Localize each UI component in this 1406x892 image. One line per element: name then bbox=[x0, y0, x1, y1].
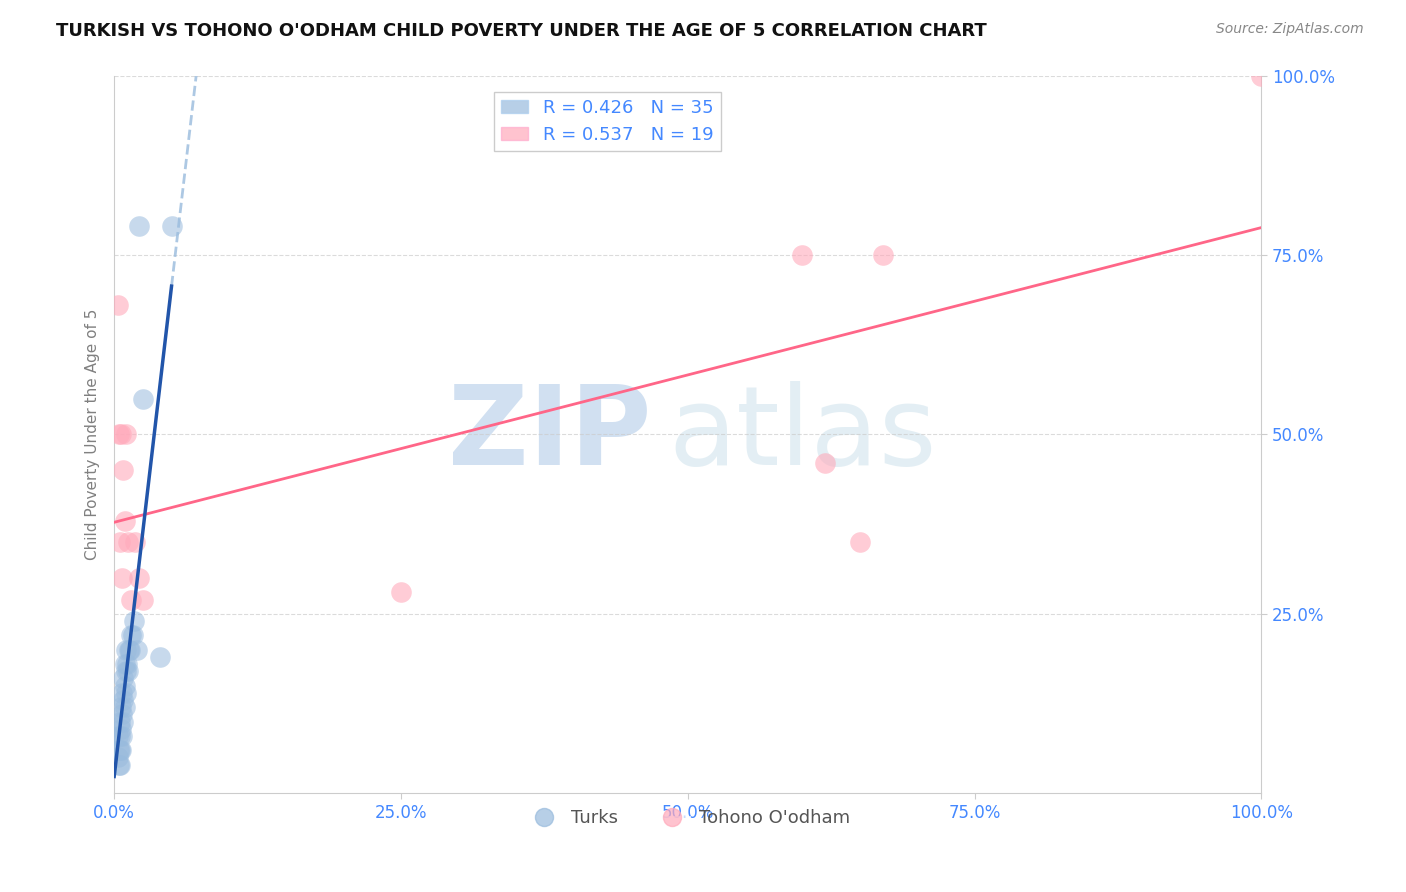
Text: atlas: atlas bbox=[668, 381, 936, 488]
Point bbox=[114, 700, 136, 714]
Point bbox=[117, 535, 139, 549]
Point bbox=[132, 592, 155, 607]
Point bbox=[160, 219, 183, 234]
Point bbox=[111, 707, 134, 722]
Point bbox=[108, 729, 131, 743]
Text: ZIP: ZIP bbox=[449, 381, 652, 488]
Point bbox=[118, 642, 141, 657]
Point bbox=[112, 714, 135, 729]
Text: Source: ZipAtlas.com: Source: ZipAtlas.com bbox=[1216, 22, 1364, 37]
Text: TURKISH VS TOHONO O'ODHAM CHILD POVERTY UNDER THE AGE OF 5 CORRELATION CHART: TURKISH VS TOHONO O'ODHAM CHILD POVERTY … bbox=[56, 22, 987, 40]
Point bbox=[114, 657, 136, 672]
Point bbox=[112, 693, 135, 707]
Point bbox=[107, 750, 129, 764]
Point bbox=[117, 665, 139, 679]
Point bbox=[110, 722, 132, 736]
Point bbox=[1250, 69, 1272, 83]
Point bbox=[110, 743, 132, 757]
Point bbox=[108, 535, 131, 549]
Point bbox=[110, 700, 132, 714]
Point bbox=[107, 298, 129, 312]
Point bbox=[114, 427, 136, 442]
Point bbox=[132, 392, 155, 406]
Point bbox=[124, 535, 146, 549]
Point bbox=[122, 614, 145, 628]
Point bbox=[389, 585, 412, 599]
Point bbox=[872, 248, 894, 262]
Point bbox=[108, 714, 131, 729]
Point bbox=[114, 686, 136, 700]
Point bbox=[115, 657, 138, 672]
Point bbox=[792, 248, 814, 262]
Point bbox=[120, 642, 142, 657]
Point bbox=[112, 672, 135, 686]
Point bbox=[120, 592, 142, 607]
Point bbox=[121, 628, 143, 642]
Point bbox=[114, 679, 136, 693]
Legend: Turks, Tohono O'odham: Turks, Tohono O'odham bbox=[519, 802, 858, 835]
Point bbox=[149, 650, 172, 665]
Point bbox=[107, 427, 129, 442]
Point bbox=[108, 757, 131, 772]
Point bbox=[112, 463, 135, 477]
Point bbox=[849, 535, 872, 549]
Point bbox=[108, 743, 131, 757]
Point bbox=[107, 729, 129, 743]
Point bbox=[127, 642, 149, 657]
Point bbox=[128, 219, 150, 234]
Point bbox=[107, 743, 129, 757]
Point bbox=[114, 665, 136, 679]
Point bbox=[111, 729, 134, 743]
Point bbox=[107, 757, 129, 772]
Point bbox=[111, 571, 134, 585]
Point bbox=[120, 628, 142, 642]
Point bbox=[814, 456, 837, 470]
Point bbox=[114, 642, 136, 657]
Point bbox=[114, 514, 136, 528]
Y-axis label: Child Poverty Under the Age of 5: Child Poverty Under the Age of 5 bbox=[86, 309, 100, 560]
Point bbox=[111, 686, 134, 700]
Point bbox=[110, 427, 132, 442]
Point bbox=[128, 571, 150, 585]
